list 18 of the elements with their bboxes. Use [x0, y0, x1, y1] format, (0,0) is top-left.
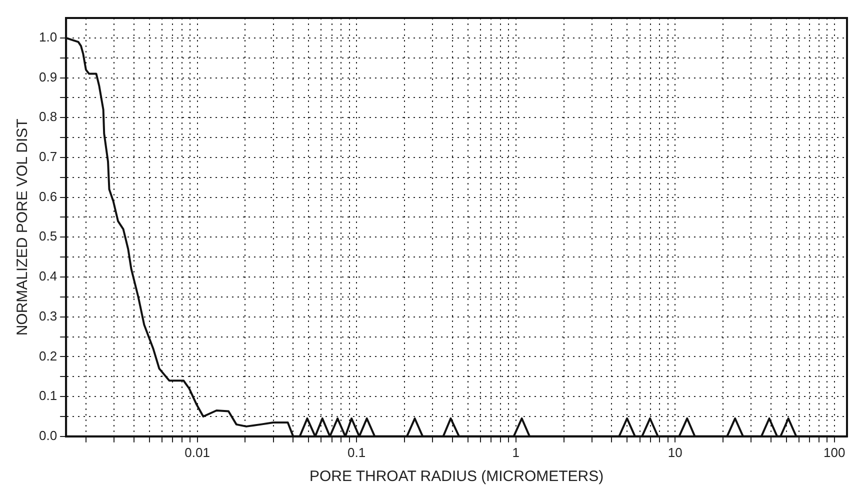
x-tick-label: 1: [512, 444, 520, 460]
x-tick-label: 100: [824, 444, 846, 460]
y-tick-label: 0.5: [38, 228, 58, 244]
y-tick-label: 0.4: [38, 268, 58, 284]
y-tick-label: 0.7: [38, 149, 58, 164]
x-tick-label: 0.01: [184, 444, 210, 460]
x-axis-title: PORE THROAT RADIUS (MICROMETERS): [309, 468, 604, 486]
y-tick-label: 0.9: [38, 69, 58, 84]
y-tick-label: 0.6: [38, 188, 58, 204]
y-tick-label: 0.2: [38, 348, 58, 364]
y-axis-title: NORMALIZED PORE VOL DIST: [14, 118, 32, 336]
x-tick-label: 0.1: [348, 444, 366, 460]
x-tick-label: 10: [668, 444, 682, 460]
y-tick-label: 0.1: [38, 388, 58, 404]
y-tick-label: 0.0: [38, 428, 58, 443]
y-tick-label: 0.8: [38, 109, 58, 124]
y-tick-label: 0.3: [38, 308, 58, 324]
y-tick-label: 1.0: [38, 30, 58, 44]
